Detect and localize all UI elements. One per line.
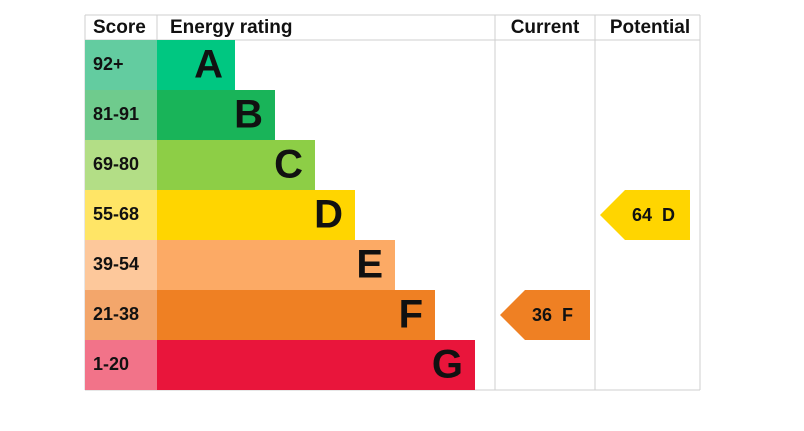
header-rating: Energy rating <box>170 17 292 38</box>
score-cell <box>85 290 157 340</box>
rating-bar <box>157 140 315 190</box>
score-label: 39-54 <box>93 254 139 274</box>
rating-bar <box>157 40 235 90</box>
score-label: 69-80 <box>93 154 139 174</box>
rating-letter: C <box>274 143 303 187</box>
score-cell <box>85 340 157 390</box>
rating-letter: F <box>399 293 423 337</box>
score-label: 55-68 <box>93 204 139 224</box>
rating-letter: A <box>194 43 223 87</box>
rating-letter: E <box>356 243 383 287</box>
score-label: 81-91 <box>93 104 139 124</box>
rating-bar <box>157 340 475 390</box>
current-arrow <box>500 290 590 340</box>
rating-letter: D <box>314 193 343 237</box>
rating-bar <box>157 240 395 290</box>
rating-bar <box>157 290 435 340</box>
score-cell <box>85 240 157 290</box>
rating-bar <box>157 190 355 240</box>
potential-value: 64 <box>632 205 652 225</box>
score-label: 92+ <box>93 54 124 74</box>
score-label: 21-38 <box>93 304 139 324</box>
current-rating: F <box>562 305 573 325</box>
score-cell <box>85 90 157 140</box>
score-label: 1-20 <box>93 354 129 374</box>
header-score: Score <box>93 17 146 38</box>
rating-bar <box>157 90 275 140</box>
score-cell <box>85 40 157 90</box>
rating-letter: G <box>432 343 463 387</box>
score-cell <box>85 140 157 190</box>
rating-letter: B <box>234 93 263 137</box>
potential-arrow <box>600 190 690 240</box>
current-value: 36 <box>532 305 552 325</box>
header-potential: Potential <box>610 17 690 38</box>
potential-rating: D <box>662 205 675 225</box>
score-cell <box>85 190 157 240</box>
header-current: Current <box>511 17 580 38</box>
